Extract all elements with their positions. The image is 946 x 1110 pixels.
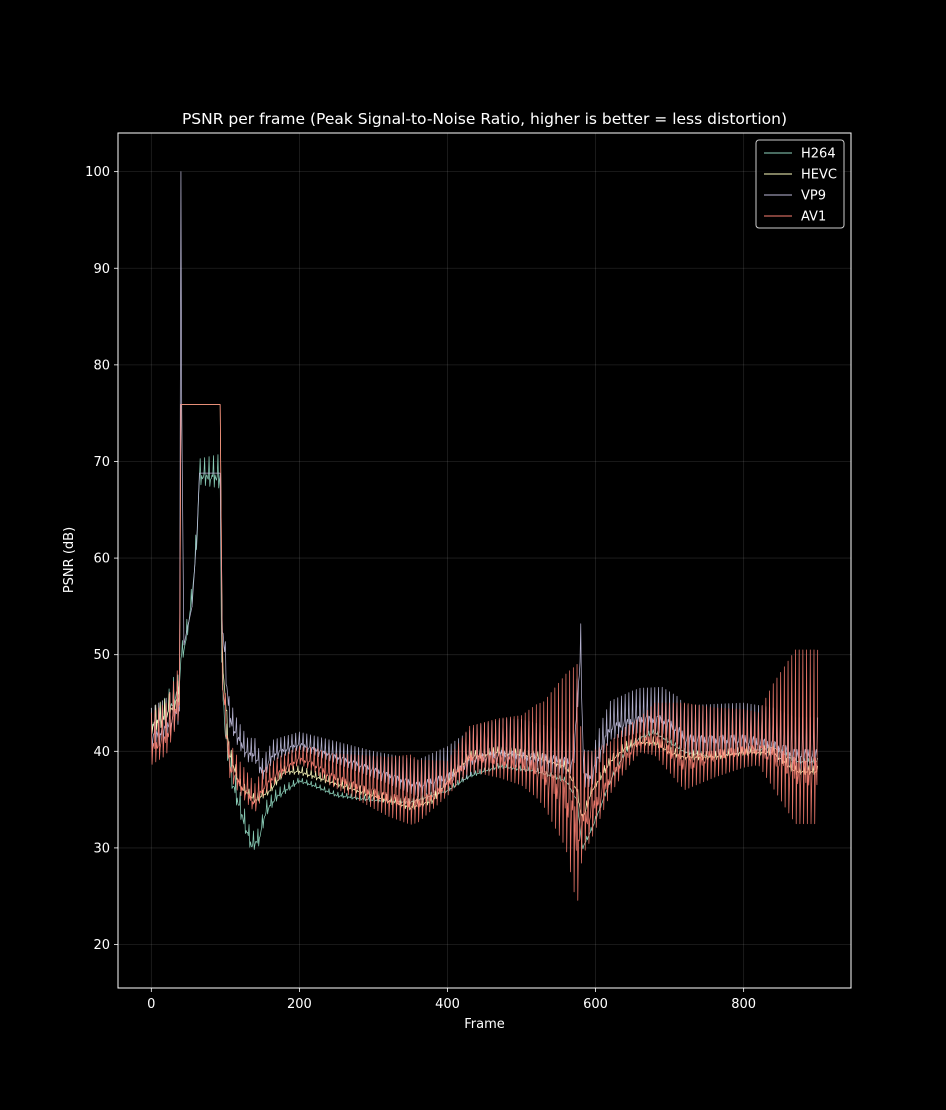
legend-label-vp9: VP9	[801, 189, 826, 204]
chart-title: PSNR per frame (Peak Signal-to-Noise Rat…	[182, 110, 787, 128]
y-tick-label-8: 100	[85, 165, 110, 180]
plot-background	[118, 133, 851, 988]
grid	[118, 133, 851, 988]
x-tick-label-1: 200	[287, 997, 312, 1012]
y-tick-label-5: 70	[93, 455, 110, 470]
y-tick-label-2: 40	[93, 745, 110, 760]
series-line-hevc	[150, 404, 819, 821]
legend-box	[755, 139, 845, 229]
x-tick-label-4: 800	[731, 997, 756, 1012]
x-tick-label-3: 600	[583, 997, 608, 1012]
y-tick-label-3: 50	[93, 648, 110, 663]
plot-frame	[117, 132, 852, 989]
y-axis-label: PSNR (dB)	[62, 527, 77, 593]
legend-label-hevc: HEVC	[801, 168, 837, 183]
legend-label-h264: H264	[801, 147, 836, 162]
x-tick-label-0: 0	[147, 997, 155, 1012]
x-tick-label-2: 400	[435, 997, 460, 1012]
y-tick-label-7: 90	[93, 262, 110, 277]
y-tick-label-4: 60	[93, 552, 110, 567]
y-tick-label-6: 80	[93, 358, 110, 373]
x-axis-label: Frame	[464, 1017, 505, 1032]
y-axis: 20 30 40 50 60 70 80 90 100	[85, 165, 118, 953]
legend: H264 HEVC VP9 AV1	[755, 139, 845, 229]
y-tick-label-1: 30	[93, 841, 110, 856]
series-line-av1	[150, 404, 819, 901]
y-tick-label-0: 20	[93, 938, 110, 953]
legend-label-av1: AV1	[801, 210, 826, 225]
series-lines	[150, 171, 819, 901]
x-axis: 0 200 400 600 800	[147, 988, 756, 1012]
